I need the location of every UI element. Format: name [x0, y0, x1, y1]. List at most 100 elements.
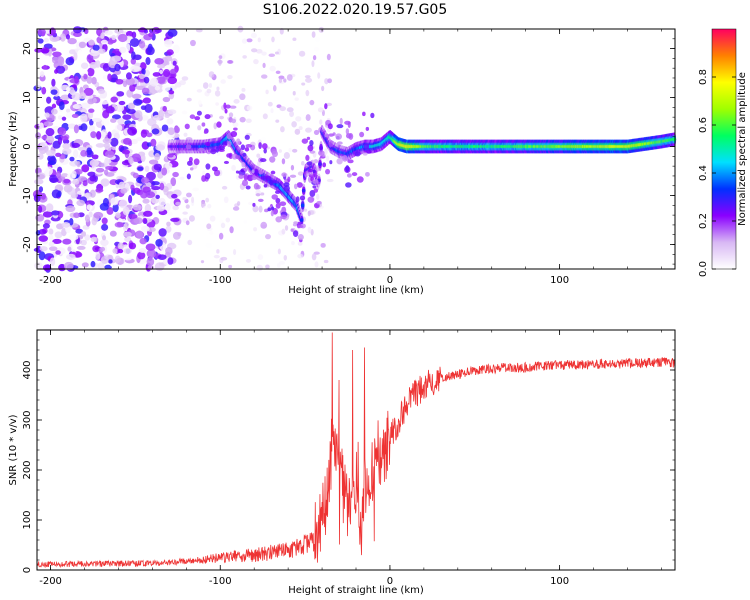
heatmap-cell [45, 203, 54, 212]
heatmap-cell [83, 73, 88, 80]
heatmap-cell [91, 117, 102, 123]
heatmap-cell [292, 37, 297, 42]
heatmap-cell [256, 264, 263, 272]
heatmap-cell [100, 39, 108, 45]
heatmap-cell [185, 220, 190, 226]
heatmap-cell [162, 105, 167, 112]
heatmap-cell [275, 190, 281, 194]
heatmap-cell [74, 75, 79, 84]
heatmap-cell [41, 86, 47, 95]
heatmap-cell [117, 33, 128, 43]
heatmap-cell [165, 225, 172, 233]
heatmap-cell [164, 162, 173, 169]
heatmap-cell [95, 167, 105, 173]
heatmap-cell [117, 242, 125, 250]
heatmap-cell [295, 116, 302, 122]
heatmap-cell [260, 221, 268, 229]
heatmap-cell [127, 102, 136, 110]
heatmap-cell [301, 82, 306, 86]
heatmap-cell [297, 253, 304, 259]
heatmap-cell [245, 118, 252, 123]
heatmap-cell [225, 217, 231, 223]
heatmap-cell [220, 222, 226, 229]
heatmap-cell [320, 242, 326, 248]
heatmap-cell [168, 90, 175, 95]
heatmap-cell [164, 202, 171, 212]
heatmap-cell [91, 165, 97, 171]
heatmap-cell [100, 178, 110, 187]
heatmap-cell [281, 228, 286, 235]
heatmap-cell [271, 206, 275, 211]
heatmap-cell [51, 103, 57, 109]
heatmap-cell [169, 199, 175, 207]
heatmap-cell [321, 85, 325, 92]
heatmap-cell [48, 246, 58, 252]
heatmap-cell [129, 84, 136, 92]
heatmap-cell [75, 228, 84, 234]
heatmap-cell [52, 51, 62, 57]
heatmap-cell [146, 171, 156, 181]
heatmap-cell [134, 110, 143, 119]
heatmap-cell [239, 116, 246, 123]
heatmap-cell [63, 178, 71, 184]
heatmap-cell [62, 147, 72, 155]
heatmap-cell [183, 171, 188, 178]
heatmap-cell [118, 181, 125, 190]
heatmap-cell [240, 168, 244, 173]
y-tick-label: -10 [22, 187, 33, 203]
heatmap-cell [65, 57, 75, 66]
colorbar-tick-label: 0.0 [698, 261, 709, 277]
heatmap-cell [35, 132, 42, 140]
heatmap-cell [305, 114, 311, 121]
heatmap-cell [87, 67, 95, 77]
heatmap-cell [244, 134, 250, 140]
heatmap-cell [201, 175, 207, 182]
figure-title: S106.2022.020.19.57.G05 [263, 2, 448, 18]
heatmap-cell [158, 228, 167, 237]
heatmap-cell [202, 82, 209, 89]
heatmap-cell [307, 168, 314, 173]
heatmap-cell [297, 241, 303, 246]
heatmap-cell [296, 224, 304, 229]
heatmap-cell [88, 211, 93, 218]
heatmap-cell [110, 96, 118, 103]
heatmap-cell [102, 109, 110, 119]
heatmap-cell [122, 137, 132, 145]
heatmap-cell [34, 48, 43, 53]
y-tick-label: 400 [22, 360, 33, 379]
heatmap-cell [203, 130, 207, 134]
heatmap-cell [80, 102, 91, 109]
heatmap-cell [193, 158, 200, 166]
heatmap-cell [201, 122, 206, 127]
heatmap-cell [126, 89, 134, 98]
heatmap-cell [128, 156, 134, 165]
heatmap-cell [54, 231, 63, 239]
heatmap-cell [92, 97, 97, 103]
heatmap-cell [76, 245, 86, 250]
heatmap-cell [63, 184, 73, 193]
heatmap-cell [294, 97, 299, 101]
heatmap-cell [347, 159, 354, 164]
heatmap-cell [277, 248, 281, 255]
heatmap-cell [345, 165, 350, 173]
snr-y-ticks: 0 100 200 300 400 [22, 329, 675, 573]
heatmap-cell [151, 181, 160, 186]
heatmap-cell [301, 138, 309, 144]
heatmap-cell [260, 137, 267, 141]
heatmap-cell [284, 225, 289, 231]
heatmap-cell [257, 254, 264, 261]
snr-panel: -200 -100 0 100 0 100 200 300 400 Height of str… [8, 329, 676, 596]
heatmap-cell [104, 30, 113, 36]
heatmap-cell [252, 202, 256, 207]
heatmap-cell [145, 191, 156, 199]
heatmap-cell [111, 34, 116, 41]
heatmap-cell [345, 182, 352, 188]
heatmap-cell [164, 55, 173, 62]
heatmap-cell [257, 37, 261, 43]
heatmap-cell [260, 192, 265, 196]
heatmap-cell [279, 201, 287, 206]
heatmap-cell [90, 236, 97, 243]
x-tick-label: -200 [39, 275, 62, 286]
heatmap-cell [342, 155, 348, 162]
